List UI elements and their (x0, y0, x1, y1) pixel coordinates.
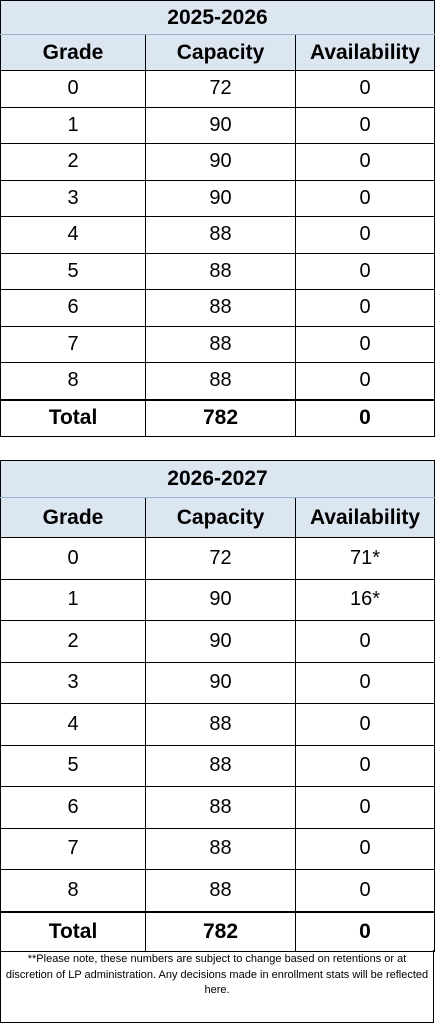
cell: 0 (295, 325, 435, 363)
column-header: Availability (295, 497, 435, 538)
cell: 0 (295, 252, 435, 290)
cell: 7 (0, 827, 146, 870)
cell: 0 (295, 703, 435, 746)
cell: 7 (0, 325, 146, 363)
data-row: 6 88 0 (0, 786, 435, 829)
total-row: Total 782 0 (0, 398, 435, 437)
data-row: 0 72 71* (0, 537, 435, 580)
column-header: Grade (0, 34, 146, 71)
cell: 88 (145, 252, 296, 290)
data-row: 5 88 0 (0, 252, 435, 290)
column-header: Availability (295, 34, 435, 71)
data-row: 4 88 0 (0, 216, 435, 254)
data-row: 2 90 0 (0, 143, 435, 181)
cell: 0 (0, 537, 146, 580)
data-row: 4 88 0 (0, 703, 435, 746)
header-row: Grade Capacity Availability (0, 497, 435, 538)
header-row: Grade Capacity Availability (0, 34, 435, 71)
total-cell: Total (0, 910, 146, 952)
table-title: 2025-2026 (0, 0, 435, 35)
total-cell: 0 (295, 398, 435, 437)
cell: 0 (295, 744, 435, 787)
title-row: 2026-2027 (0, 460, 435, 498)
cell: 8 (0, 362, 146, 400)
cell: 0 (295, 362, 435, 400)
table-title: 2026-2027 (0, 460, 435, 498)
cell: 0 (295, 869, 435, 912)
column-header: Capacity (145, 497, 296, 538)
cell: 72 (145, 70, 296, 108)
cell: 88 (145, 362, 296, 400)
title-row: 2025-2026 (0, 0, 435, 35)
cell: 88 (145, 869, 296, 912)
cell: 90 (145, 106, 296, 144)
total-cell: 0 (295, 910, 435, 952)
data-row: 6 88 0 (0, 289, 435, 327)
data-row: 8 88 0 (0, 362, 435, 400)
cell: 5 (0, 252, 146, 290)
cell: 88 (145, 289, 296, 327)
total-cell: 782 (145, 910, 296, 952)
data-row: 1 90 0 (0, 106, 435, 144)
cell: 2 (0, 143, 146, 181)
footnote: **Please note, these numbers are subject… (0, 950, 434, 1023)
total-row: Total 782 0 (0, 910, 435, 952)
data-row: 2 90 0 (0, 620, 435, 663)
cell: 1 (0, 578, 146, 621)
data-row: 5 88 0 (0, 744, 435, 787)
data-row: 3 90 0 (0, 179, 435, 217)
cell: 90 (145, 620, 296, 663)
cell: 0 (295, 179, 435, 217)
cell: 4 (0, 216, 146, 254)
cell: 0 (295, 620, 435, 663)
column-header: Grade (0, 497, 146, 538)
cell: 88 (145, 216, 296, 254)
cell: 88 (145, 827, 296, 870)
cell: 0 (295, 106, 435, 144)
cell: 90 (145, 661, 296, 704)
cell: 0 (295, 143, 435, 181)
cell: 0 (295, 70, 435, 108)
data-row: 7 88 0 (0, 325, 435, 363)
cell: 0 (295, 661, 435, 704)
cell: 0 (295, 289, 435, 327)
total-cell: Total (0, 398, 146, 437)
cell: 90 (145, 578, 296, 621)
cell: 88 (145, 325, 296, 363)
cell: 5 (0, 744, 146, 787)
cell: 90 (145, 179, 296, 217)
cell: 4 (0, 703, 146, 746)
data-row: 7 88 0 (0, 827, 435, 870)
cell: 0 (295, 786, 435, 829)
cell: 6 (0, 786, 146, 829)
cell: 2 (0, 620, 146, 663)
cell: 0 (0, 70, 146, 108)
cell: 1 (0, 106, 146, 144)
enrollment-table: 2026-2027 Grade Capacity Availability 0 72 71*… (0, 460, 435, 952)
column-header: Capacity (145, 34, 296, 71)
cell: 16* (295, 578, 435, 621)
data-row: 1 90 16* (0, 578, 435, 621)
cell: 3 (0, 661, 146, 704)
cell: 3 (0, 179, 146, 217)
cell: 88 (145, 744, 296, 787)
total-cell: 782 (145, 398, 296, 437)
cell: 8 (0, 869, 146, 912)
cell: 88 (145, 703, 296, 746)
data-row: 3 90 0 (0, 661, 435, 704)
cell: 90 (145, 143, 296, 181)
enrollment-table: 2025-2026 Grade Capacity Availability 0 72 0 1 9… (0, 0, 435, 437)
cell: 71* (295, 537, 435, 580)
cell: 0 (295, 216, 435, 254)
data-row: 8 88 0 (0, 869, 435, 912)
cell: 88 (145, 786, 296, 829)
cell: 72 (145, 537, 296, 580)
cell: 0 (295, 827, 435, 870)
cell: 6 (0, 289, 146, 327)
data-row: 0 72 0 (0, 70, 435, 108)
